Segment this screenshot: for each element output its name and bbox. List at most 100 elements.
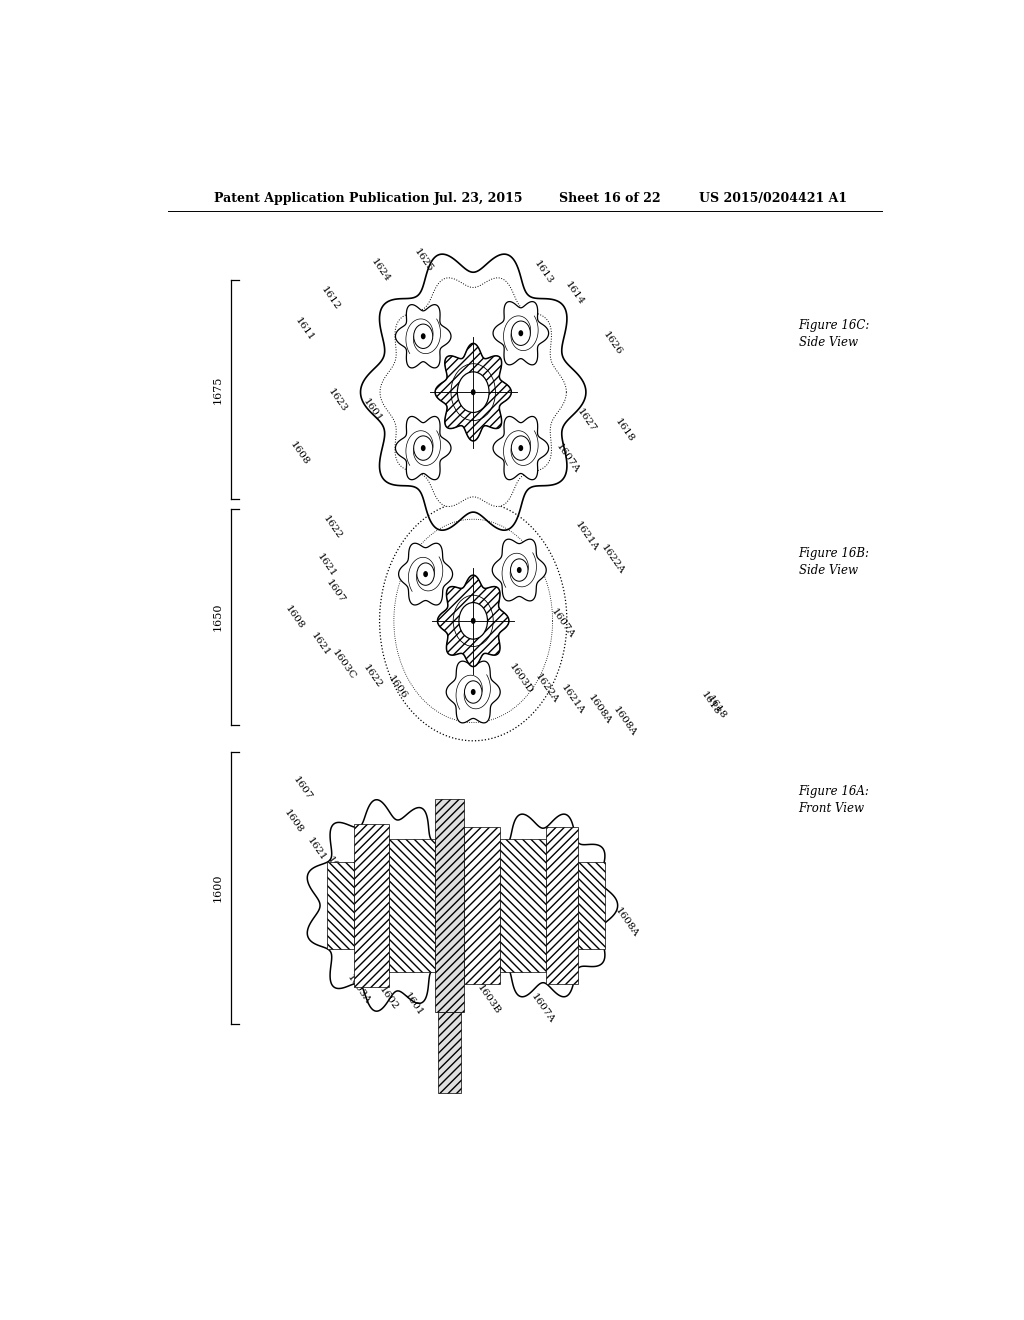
Text: 1628: 1628 <box>424 421 446 449</box>
Circle shape <box>414 325 433 348</box>
Text: 1601: 1601 <box>361 397 384 424</box>
Text: 1608: 1608 <box>284 605 306 631</box>
Text: 1621A: 1621A <box>515 899 542 932</box>
Text: 1611: 1611 <box>293 315 315 343</box>
Text: Side View: Side View <box>799 337 857 350</box>
Polygon shape <box>360 255 586 531</box>
Circle shape <box>421 333 426 339</box>
Bar <box>435 799 464 1012</box>
Circle shape <box>421 445 426 451</box>
Text: 1608A: 1608A <box>611 705 638 738</box>
Text: Figure 16C:: Figure 16C: <box>799 319 870 333</box>
Text: 1606: 1606 <box>386 673 410 701</box>
Circle shape <box>417 562 434 585</box>
Text: 1603C: 1603C <box>325 855 352 888</box>
Text: 1607A: 1607A <box>554 442 581 475</box>
Bar <box>464 826 500 985</box>
Circle shape <box>517 568 521 573</box>
Text: Figure 16B:: Figure 16B: <box>799 546 869 560</box>
Text: 1603B: 1603B <box>475 983 503 1016</box>
Circle shape <box>518 330 523 337</box>
Circle shape <box>511 321 530 346</box>
Text: 1602: 1602 <box>377 985 399 1011</box>
Circle shape <box>350 857 425 954</box>
Circle shape <box>518 445 523 451</box>
Bar <box>437 1012 461 1093</box>
Text: 1622: 1622 <box>353 874 376 900</box>
Text: 1625: 1625 <box>412 247 434 273</box>
Text: 1616: 1616 <box>479 426 502 453</box>
Text: 1650: 1650 <box>213 602 222 631</box>
Text: 1601: 1601 <box>402 990 425 1018</box>
Polygon shape <box>380 277 566 507</box>
Text: Jul. 23, 2015: Jul. 23, 2015 <box>433 193 523 205</box>
Text: 1622: 1622 <box>322 513 344 541</box>
Text: 1607: 1607 <box>324 578 346 605</box>
Text: 1622A: 1622A <box>534 672 560 705</box>
Text: 1603D: 1603D <box>507 663 535 696</box>
Polygon shape <box>494 416 549 479</box>
Polygon shape <box>437 576 509 667</box>
Bar <box>546 826 578 985</box>
Text: 1622: 1622 <box>361 664 384 690</box>
Text: 1607A: 1607A <box>550 607 577 640</box>
Text: 1621: 1621 <box>305 836 328 863</box>
Text: 1603D: 1603D <box>464 882 490 915</box>
Text: 1608: 1608 <box>288 440 310 466</box>
Text: 1607A: 1607A <box>528 991 556 1024</box>
Polygon shape <box>446 661 500 723</box>
Circle shape <box>381 275 565 510</box>
Text: US 2015/0204421 A1: US 2015/0204421 A1 <box>699 193 848 205</box>
Text: 1603C: 1603C <box>331 648 357 681</box>
Text: 1608A: 1608A <box>613 907 640 940</box>
Polygon shape <box>307 800 471 1011</box>
Polygon shape <box>493 539 546 601</box>
Text: 1601: 1601 <box>392 407 415 433</box>
Text: 1618: 1618 <box>706 694 728 721</box>
Text: 1618: 1618 <box>612 417 635 445</box>
Circle shape <box>471 389 475 395</box>
Text: 1600: 1600 <box>213 874 222 903</box>
Circle shape <box>465 681 482 704</box>
Text: 1675: 1675 <box>213 376 222 404</box>
Polygon shape <box>395 416 451 479</box>
Text: Figure 16A:: Figure 16A: <box>799 784 869 797</box>
Text: Front View: Front View <box>799 803 864 814</box>
Text: 1621: 1621 <box>309 631 332 657</box>
Text: 1618: 1618 <box>699 690 722 717</box>
Text: Sheet 16 of 22: Sheet 16 of 22 <box>559 193 660 205</box>
Polygon shape <box>468 814 617 997</box>
Polygon shape <box>395 305 451 368</box>
Text: 1603A: 1603A <box>345 973 372 1006</box>
Text: 1626: 1626 <box>601 330 624 356</box>
Text: Side View: Side View <box>799 564 857 577</box>
Bar <box>328 862 354 949</box>
Text: 1614: 1614 <box>563 280 586 308</box>
Text: 1608: 1608 <box>282 808 304 834</box>
Bar <box>500 840 546 972</box>
Circle shape <box>414 436 433 461</box>
Polygon shape <box>435 343 511 441</box>
Text: Patent Application Publication: Patent Application Publication <box>214 193 429 205</box>
Polygon shape <box>398 544 453 605</box>
Text: 1621: 1621 <box>315 552 338 578</box>
Text: 1627: 1627 <box>575 407 598 434</box>
Circle shape <box>509 862 577 949</box>
Polygon shape <box>494 301 549 364</box>
Text: 1608A: 1608A <box>586 693 612 726</box>
Text: 1623: 1623 <box>327 387 349 413</box>
Circle shape <box>471 618 475 624</box>
Text: 1624: 1624 <box>369 257 391 284</box>
Text: 1621A: 1621A <box>573 520 600 553</box>
Text: 1606: 1606 <box>379 884 401 912</box>
Bar <box>354 824 389 987</box>
Circle shape <box>471 689 475 696</box>
Circle shape <box>423 572 428 577</box>
Text: 1621A: 1621A <box>559 682 586 715</box>
Text: 1622A: 1622A <box>599 544 626 577</box>
Circle shape <box>511 558 528 581</box>
Text: 1607: 1607 <box>291 775 314 803</box>
Circle shape <box>458 372 489 412</box>
Circle shape <box>511 436 530 461</box>
Circle shape <box>459 602 487 639</box>
